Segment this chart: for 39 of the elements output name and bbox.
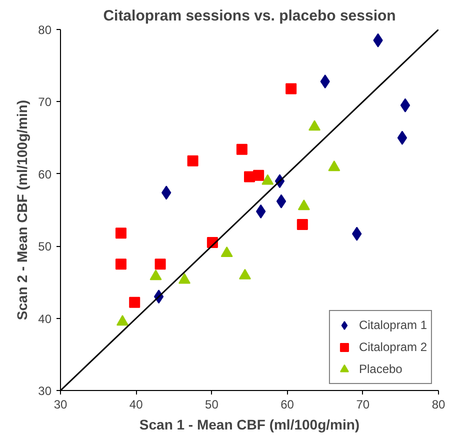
point [308,120,321,131]
point [115,228,126,239]
legend-label: Placebo [358,362,402,376]
point [400,98,410,112]
y-tick-label: 30 [38,384,52,398]
y-tick-label: 80 [38,23,52,37]
point [129,296,140,308]
point [178,273,190,284]
chart-title: Citalopram sessions vs. placebo session [103,8,396,24]
point [150,270,162,280]
point [253,170,264,181]
x-tick-label: 80 [432,398,446,412]
point [262,174,274,185]
x-tick-label: 50 [205,398,219,412]
x-axis-title: Scan 1 - Mean CBF (ml/100g/min) [139,416,360,432]
x-tick-label: 60 [280,398,294,412]
point [298,200,310,210]
point [286,83,297,94]
point [154,258,166,270]
x-tick-label: 70 [356,398,370,412]
y-tick-label: 70 [38,95,52,110]
x-tick-label: 30 [54,398,68,412]
point [116,315,128,326]
point [187,155,198,166]
y-axis-title: Scan 2 - Mean CBF (ml/100g/min) [14,100,30,320]
point [115,258,126,270]
point [236,144,248,155]
legend-label: Citalopram 1 [358,318,427,332]
y-tick-label: 50 [38,240,52,254]
legend-label: Citalopram 2 [358,340,427,354]
point [276,194,286,208]
x-tick-label: 40 [129,398,144,412]
point [397,130,408,145]
point [238,268,251,280]
y-tick-label: 40 [38,312,52,326]
point [220,246,233,257]
y-tick-label: 60 [38,167,52,182]
point [328,160,340,172]
point [296,218,308,230]
